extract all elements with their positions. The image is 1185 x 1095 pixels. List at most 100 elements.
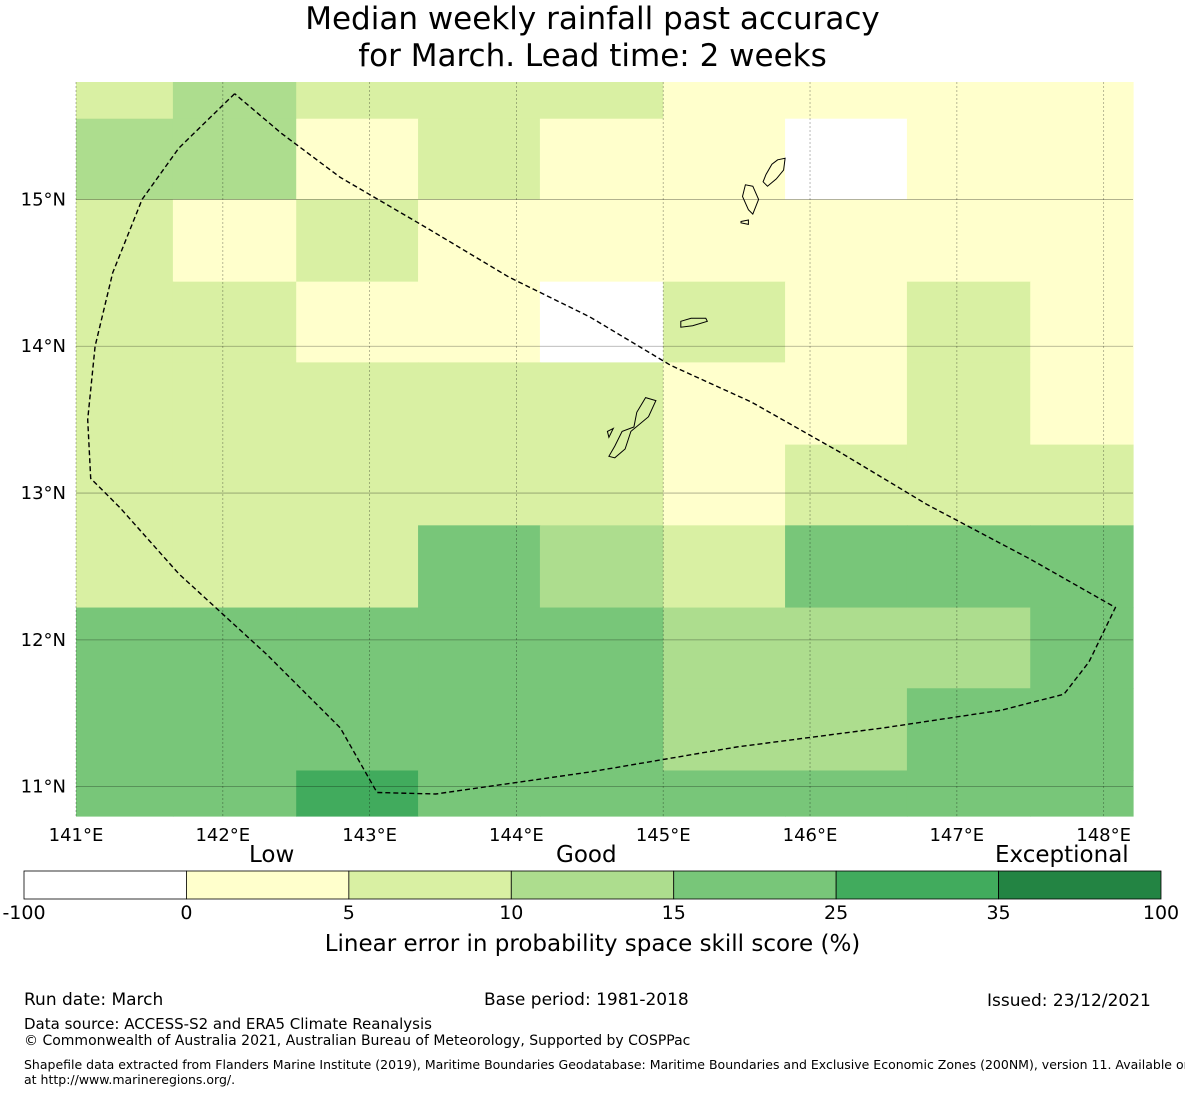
skill-cell: [296, 118, 419, 201]
skill-cell: [418, 362, 541, 446]
data-source: Data source: ACCESS-S2 and ERA5 Climate …: [24, 1015, 432, 1033]
skill-cell: [663, 525, 786, 609]
skill-cell: [296, 770, 419, 817]
skill-cell: [906, 199, 1031, 283]
copyright: © Commonwealth of Australia 2021, Austra…: [24, 1033, 691, 1049]
skill-cell: [663, 688, 786, 772]
skill-cell: [785, 770, 908, 817]
skill-cell: [418, 525, 541, 609]
skill-grid-cells: [76, 82, 1134, 817]
eez-boundary: [86, 93, 1117, 795]
skill-cell: [172, 281, 297, 363]
island-outline: [740, 219, 749, 226]
skill-cell: [296, 444, 419, 526]
x-tick-label: 141°E: [49, 825, 104, 846]
skill-cell: [76, 118, 174, 201]
skill-cell: [296, 607, 419, 689]
x-tick-label: 144°E: [489, 825, 544, 846]
skill-cell: [906, 118, 1031, 201]
skill-cell: [539, 444, 664, 526]
x-tick-label: 146°E: [783, 825, 838, 846]
skill-cell: [1030, 444, 1134, 526]
skill-cell: [418, 281, 541, 363]
colorbar-tick-label: 100: [1142, 902, 1180, 924]
skill-cell: [172, 770, 297, 817]
skill-cell: [785, 362, 908, 446]
skill-cell: [172, 444, 297, 526]
skill-cell: [1030, 82, 1134, 120]
colorbar-tick-label: 0: [180, 902, 193, 924]
skill-cell: [785, 199, 908, 283]
x-tick-label: 142°E: [195, 825, 250, 846]
skill-cell: [76, 525, 174, 609]
colorbar-swatch: [510, 870, 675, 900]
x-tick-label: 143°E: [342, 825, 397, 846]
island-outline: [608, 397, 657, 459]
colorbar-swatch: [835, 870, 999, 900]
skill-cell: [172, 362, 297, 446]
skill-cell: [1030, 770, 1134, 817]
colorbar-swatch: [673, 870, 837, 900]
island-outlines: [606, 157, 786, 459]
eez-boundary-layer: [86, 93, 1117, 795]
issued-date: Issued: 23/12/2021: [987, 991, 1151, 1011]
colorbar-swatch: [186, 870, 350, 900]
x-tick-label: 147°E: [929, 825, 984, 846]
skill-cell: [539, 525, 664, 609]
colorbar-tick-label: 35: [986, 902, 1011, 924]
skill-cell: [785, 281, 908, 363]
skill-cell: [1030, 688, 1134, 772]
colorbar-swatch: [998, 870, 1162, 900]
colorbar: [23, 870, 1162, 900]
y-tick-label: 13°N: [21, 483, 66, 504]
skill-cell: [663, 199, 786, 283]
skill-cell: [418, 118, 541, 201]
skill-cell: [296, 281, 419, 363]
skill-cell: [539, 770, 664, 817]
base-period: Base period: 1981-2018: [484, 990, 689, 1010]
skill-cell: [76, 281, 174, 363]
skill-cell: [539, 199, 664, 283]
skill-cell: [785, 118, 908, 201]
y-tick-label: 15°N: [21, 189, 66, 210]
island-outline: [606, 427, 615, 439]
colorbar-tick-label: 10: [499, 902, 524, 924]
skill-cell: [663, 444, 786, 526]
island-outline: [741, 184, 760, 215]
skill-cell: [296, 688, 419, 772]
skill-cell: [418, 199, 541, 283]
colorbar-word-good: Good: [556, 842, 617, 868]
skill-cell: [172, 688, 297, 772]
skill-cell: [1030, 199, 1134, 283]
chart-title-line-1: Median weekly rainfall past accuracy: [305, 1, 880, 37]
skill-cell: [76, 82, 174, 120]
colorbar-tick-label: 25: [824, 902, 849, 924]
skill-cell: [172, 199, 297, 283]
skill-cell: [539, 82, 664, 120]
skill-cell: [1030, 525, 1134, 609]
skill-cell: [1030, 607, 1134, 689]
skill-cell: [785, 444, 908, 526]
map-gridlines: [75, 82, 1133, 816]
skill-cell: [785, 688, 908, 772]
skill-cell: [663, 82, 786, 120]
skill-cell: [539, 362, 664, 446]
skill-cell: [172, 118, 297, 201]
colorbar-tick-label: 5: [342, 902, 355, 924]
island-outline: [762, 157, 786, 187]
skill-cell: [906, 362, 1031, 446]
y-tick-label: 14°N: [21, 336, 66, 357]
skill-cell: [906, 688, 1031, 772]
colorbar-word-low: Low: [249, 842, 295, 868]
skill-cell: [785, 525, 908, 609]
skill-cell: [296, 82, 419, 120]
colorbar-tick-label: -100: [2, 902, 46, 924]
colorbar-axis-label: Linear error in probability space skill …: [324, 931, 861, 957]
skill-cell: [663, 281, 786, 363]
skill-cell: [539, 688, 664, 772]
skill-cell: [296, 199, 419, 283]
skill-cell: [663, 770, 786, 817]
skill-cell: [1030, 281, 1134, 363]
skill-cell: [296, 362, 419, 446]
